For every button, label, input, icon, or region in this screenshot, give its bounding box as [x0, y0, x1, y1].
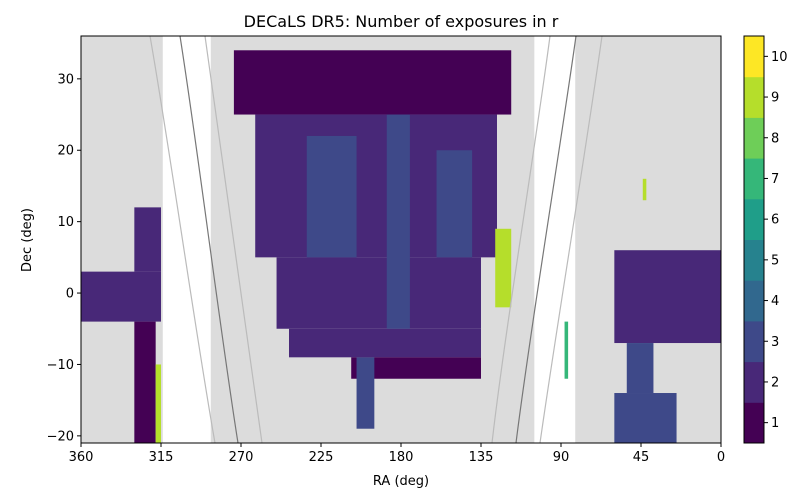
- colorbar-tick-label: 2: [771, 375, 779, 390]
- coverage-region: [306, 135, 357, 258]
- colorbar-swatch: [744, 76, 764, 118]
- coverage-region: [81, 271, 161, 322]
- colorbar-swatch: [744, 239, 764, 281]
- colorbar-tick-label: 9: [771, 91, 779, 106]
- coverage-region: [495, 228, 512, 308]
- coverage-region: [134, 321, 156, 443]
- y-tick-label: −20: [47, 429, 74, 444]
- coverage-region: [436, 150, 473, 258]
- galactic-curve: [179, 36, 239, 443]
- coverage-region: [134, 207, 161, 272]
- x-tick-label: 90: [553, 450, 570, 465]
- galactic-curve: [539, 36, 603, 443]
- colorbar-swatch: [744, 158, 764, 200]
- coverage-region: [276, 257, 481, 329]
- coverage-region: [564, 321, 569, 379]
- coverage-region: [614, 250, 721, 344]
- coverage-region: [386, 114, 410, 329]
- y-tick-label: 0: [66, 287, 74, 302]
- colorbar-tick-label: 3: [771, 335, 779, 350]
- x-tick-label: 225: [309, 450, 334, 465]
- colorbar-swatch: [744, 320, 764, 363]
- x-tick-label: 360: [69, 450, 94, 465]
- colorbar-tick-label: 4: [771, 294, 779, 309]
- colorbar-tick-label: 10: [771, 50, 788, 65]
- colorbar-swatch: [744, 198, 764, 240]
- y-axis-ticks: −20 −10 0 10 20 30: [47, 72, 81, 444]
- colorbar-swatch: [744, 361, 764, 403]
- coverage-region: [626, 343, 654, 394]
- x-axis-ticks: 360 315 270 225 180 135 90 45 0: [69, 443, 725, 465]
- colorbar-tick-label: 7: [771, 172, 779, 187]
- galactic-curve: [149, 36, 216, 443]
- colorbar-tick-label: 5: [771, 253, 779, 268]
- y-tick-label: 20: [57, 144, 74, 159]
- x-tick-label: 0: [717, 450, 725, 465]
- x-tick-label: 45: [633, 450, 650, 465]
- colorbar-tick-label: 6: [771, 213, 779, 228]
- coverage-region: [233, 50, 512, 115]
- galactic-curve: [204, 36, 263, 443]
- x-tick-label: 315: [149, 450, 174, 465]
- galactic-curve: [491, 36, 551, 443]
- colorbar-frame: [743, 35, 765, 444]
- y-axis-label: Dec (deg): [20, 208, 35, 272]
- plot-area: [81, 36, 721, 443]
- coverage-region: [642, 178, 647, 201]
- y-tick-label: 30: [57, 72, 74, 87]
- coverage-region: [356, 357, 375, 429]
- coverage-region: [155, 364, 161, 443]
- x-tick-label: 270: [229, 450, 254, 465]
- x-axis-label: RA (deg): [373, 474, 429, 489]
- chart-title: DECaLS DR5: Number of exposures in r: [244, 12, 559, 31]
- colorbar-swatch: [744, 36, 764, 78]
- x-tick-label: 180: [389, 450, 414, 465]
- colorbar-tick-label: 1: [771, 416, 779, 431]
- galactic-plane-curves: [149, 36, 603, 443]
- colorbar-swatch: [744, 402, 764, 444]
- colorbar: 1 2 3 4 5 6 7 8 9 10: [743, 35, 788, 444]
- x-tick-label: 135: [469, 450, 494, 465]
- galactic-curve: [515, 36, 577, 443]
- y-tick-label: 10: [57, 215, 74, 230]
- colorbar-tick-label: 8: [771, 131, 779, 146]
- coverage-region: [614, 393, 677, 443]
- y-tick-label: −10: [47, 358, 74, 373]
- coverage-region: [289, 328, 481, 358]
- colorbar-swatch: [744, 280, 764, 322]
- colorbar-swatch: [744, 117, 764, 159]
- coverage-region: [351, 357, 481, 379]
